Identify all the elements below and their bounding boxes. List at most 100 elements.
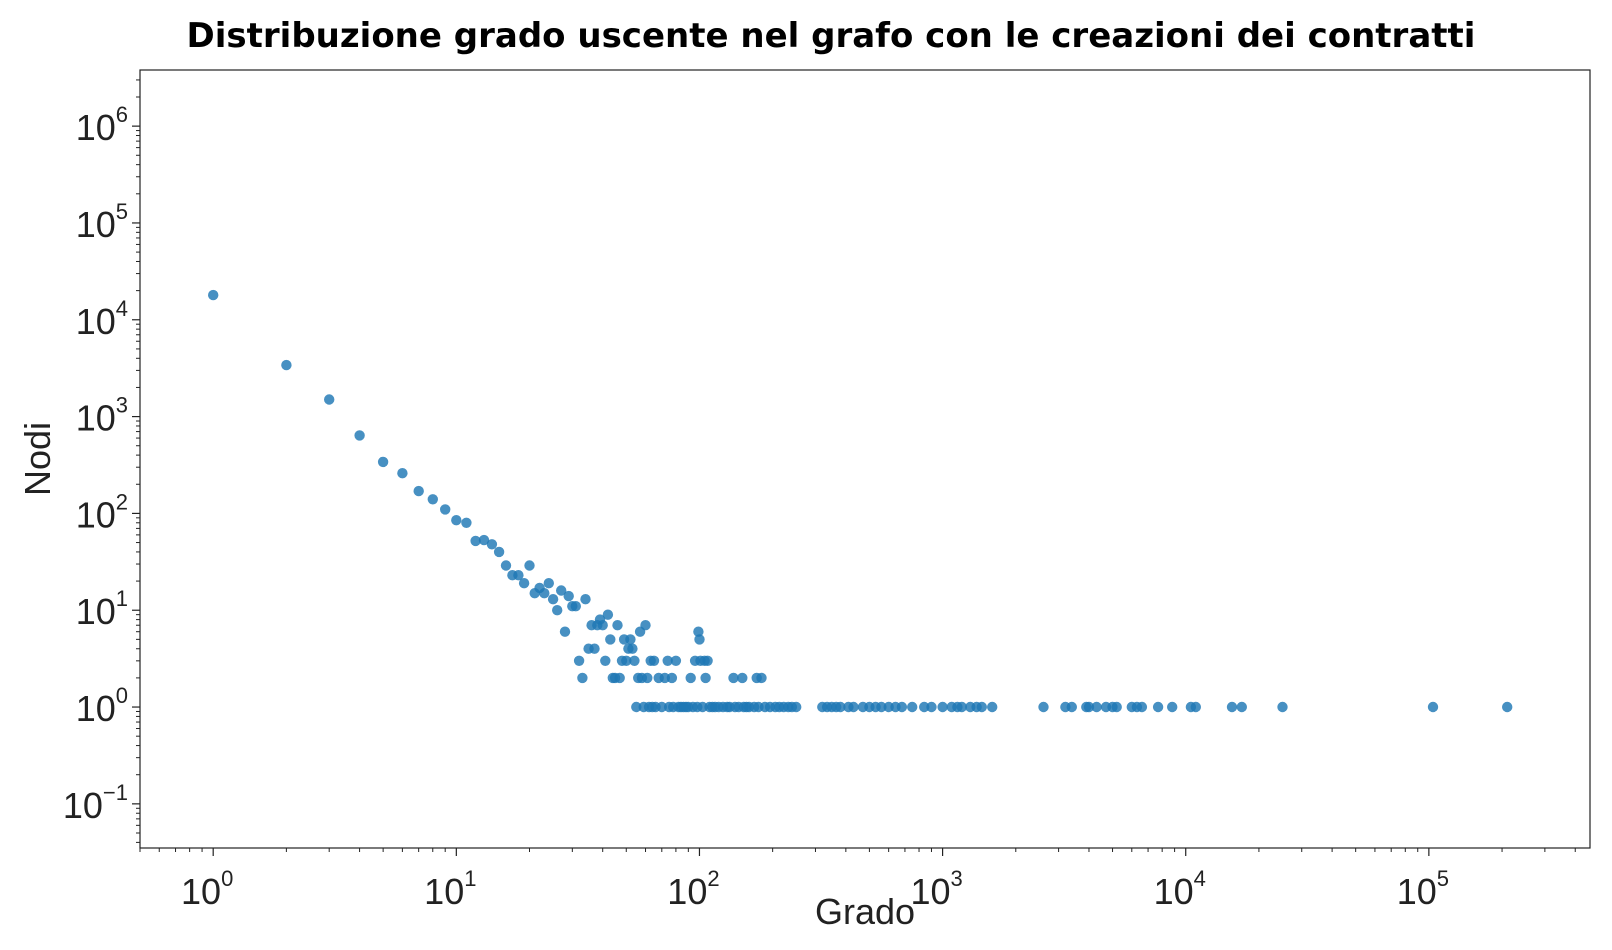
data-point (281, 359, 292, 371)
data-point (1066, 701, 1078, 713)
data-point (937, 701, 948, 713)
data-point (597, 620, 608, 631)
data-point (354, 430, 365, 441)
data-point (642, 672, 653, 684)
data-point (513, 570, 524, 581)
data-point (737, 672, 748, 684)
data-point (614, 672, 625, 684)
data-point (539, 588, 550, 599)
data-point (907, 701, 918, 713)
data-point (451, 515, 462, 526)
data-point (1038, 701, 1049, 713)
data-point (629, 655, 640, 666)
data-point (648, 655, 660, 666)
data-point (848, 701, 859, 713)
data-point (700, 672, 711, 684)
data-point (627, 643, 638, 654)
data-point (656, 701, 667, 713)
x-tick-label: 101 (424, 866, 476, 912)
data-point (324, 394, 335, 405)
data-point (1167, 701, 1178, 713)
data-point (670, 655, 682, 666)
x-tick-labels: 100 101 102 103 104 105 (181, 866, 1449, 912)
data-point (589, 643, 600, 654)
data-point (791, 701, 802, 713)
data-point (600, 655, 611, 666)
data-point (1152, 701, 1164, 713)
data-point (602, 609, 614, 620)
data-point (440, 504, 451, 515)
data-point (640, 620, 651, 631)
data-point (1083, 701, 1095, 713)
data-point (1091, 701, 1102, 713)
data-point (573, 655, 585, 666)
data-point (413, 485, 424, 497)
data-point (1502, 701, 1513, 713)
data-point (470, 535, 481, 547)
data-point (580, 594, 591, 605)
chart-title: Distribuzione grado uscente nel grafo co… (187, 16, 1476, 56)
data-point (1226, 701, 1238, 713)
data-point (926, 701, 937, 713)
y-tick-label: 105 (76, 199, 128, 245)
y-tick-label: 104 (76, 296, 128, 342)
data-point (976, 701, 987, 713)
x-tick-label: 102 (667, 866, 719, 912)
data-point (461, 517, 472, 528)
data-point (631, 701, 642, 713)
data-point (728, 672, 739, 684)
data-point (493, 546, 505, 558)
data-point (835, 701, 846, 713)
data-point (577, 672, 588, 684)
y-tick-label: 102 (76, 489, 128, 535)
data-point (876, 701, 887, 713)
data-point (518, 578, 530, 589)
data-point (543, 578, 554, 589)
data-point (559, 626, 571, 637)
data-point (694, 634, 705, 645)
data-point (685, 672, 696, 684)
y-tick-label: 106 (76, 102, 128, 148)
y-tick-label: 103 (76, 393, 128, 439)
data-point (563, 590, 574, 602)
y-axis-label: Nodi (17, 422, 58, 496)
data-point (556, 585, 567, 596)
data-point (612, 620, 623, 631)
data-point (987, 701, 998, 713)
y-tick-label: 100 (76, 683, 128, 729)
axis-ticks (132, 79, 1576, 856)
data-point (500, 560, 512, 571)
data-point (702, 655, 713, 666)
x-tick-label: 103 (910, 866, 962, 912)
data-point (605, 634, 616, 645)
plot-area-frame (139, 69, 1591, 849)
data-point (377, 456, 389, 468)
data-point (570, 601, 581, 612)
data-point (1427, 701, 1439, 713)
data-point (896, 701, 908, 713)
y-tick-labels: 10−1 100 101 102 103 104 105 106 (63, 102, 128, 826)
data-point (1111, 701, 1122, 713)
x-axis-label: Grado (815, 891, 915, 932)
data-point (693, 626, 704, 637)
data-point (524, 560, 535, 571)
data-point (919, 701, 930, 713)
data-point (1190, 701, 1202, 713)
data-point (1277, 701, 1288, 713)
data-point (547, 594, 559, 605)
data-point (478, 534, 490, 546)
y-tick-label: 101 (76, 586, 128, 632)
x-tick-label: 100 (181, 866, 233, 912)
data-point (552, 605, 563, 616)
data-point (397, 468, 408, 479)
data-point (621, 655, 632, 666)
data-point (1136, 701, 1148, 713)
y-tick-label: 10−1 (63, 780, 128, 826)
data-point (427, 494, 438, 505)
data-points (208, 289, 1513, 713)
data-point (625, 634, 636, 645)
data-point (208, 289, 219, 301)
data-point (956, 701, 967, 713)
data-point (756, 672, 767, 684)
